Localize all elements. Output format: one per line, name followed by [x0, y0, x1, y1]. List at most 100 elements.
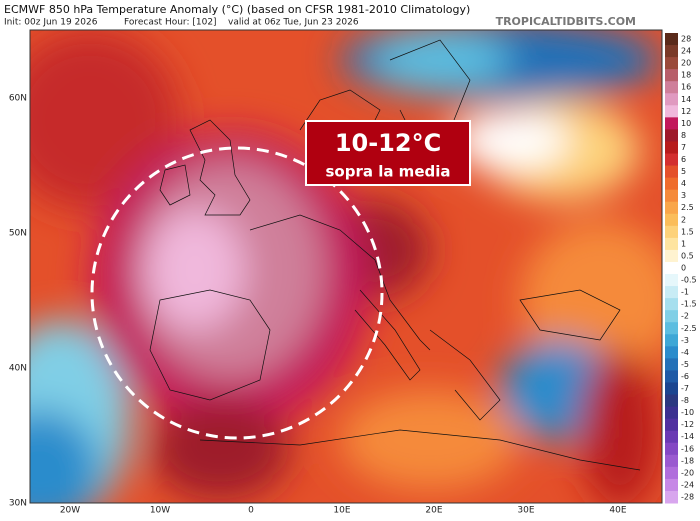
colorbar-label: 6: [681, 155, 686, 164]
annotation-headline: 10-12°C: [335, 129, 441, 157]
colorbar-label: -1.5: [681, 300, 697, 309]
colorbar-swatch: [665, 237, 678, 251]
colorbar-swatch: [665, 249, 678, 263]
longitude-label: 20E: [425, 506, 442, 516]
colorbar-swatch: [665, 57, 678, 70]
colorbar-swatch: [665, 189, 678, 203]
longitude-label: 10W: [150, 506, 170, 516]
anomaly-field: [30, 30, 662, 503]
colorbar-label: -10: [681, 408, 694, 417]
axis-labels: 60N 50N 40N 30N 20W 10W 0 10E 20E 30E 40E: [9, 94, 627, 516]
watermark: TROPICALTIDBITS.COM: [496, 15, 636, 28]
colorbar-label: 2.5: [681, 203, 694, 212]
colorbar-label: 0: [681, 264, 686, 273]
colorbar-label: -12: [681, 420, 694, 429]
colorbar-swatch: [665, 165, 678, 179]
colorbar-swatch: [665, 81, 678, 94]
latitude-label: 30N: [9, 499, 27, 509]
colorbar-swatch: [665, 454, 678, 468]
colorbar-swatch: [665, 213, 678, 227]
colorbar-label: -2.5: [681, 324, 697, 333]
longitude-label: 0: [248, 506, 254, 516]
colorbar-swatch: [665, 117, 678, 130]
init-time: Init: 00z Jun 19 2026: [4, 18, 98, 28]
colorbar-swatch: [665, 105, 678, 118]
colorbar-label: 28: [681, 35, 691, 44]
colorbar-label: -8: [681, 396, 689, 405]
colorbar-label: -28: [681, 492, 694, 501]
longitude-label: 30E: [517, 506, 534, 516]
longitude-label: 40E: [609, 506, 626, 516]
map: 10-12°C sopra la media: [30, 30, 662, 503]
colorbar-label: -14: [681, 432, 694, 441]
annotation-subtitle: sopra la media: [325, 163, 450, 181]
colorbar-swatch: [665, 177, 678, 191]
colorbar-label: 5: [681, 167, 686, 176]
colorbar-label: -5: [681, 360, 689, 369]
colorbar-label: 1.5: [681, 227, 694, 236]
colorbar-swatch: [665, 370, 678, 383]
colorbar-label: 24: [681, 47, 691, 56]
colorbar: 28 24 20 18 16 14 12 10 8 7 6 5 4 3 2.5 2 1.5 1 0.5 0 -0.5 -1…: [665, 33, 697, 504]
colorbar-label: 2: [681, 215, 686, 224]
colorbar-swatch: [665, 442, 678, 456]
colorbar-label: 0.5: [681, 251, 694, 260]
colorbar-swatch: [665, 298, 678, 311]
latitude-label: 40N: [9, 364, 27, 374]
colorbar-label: -4: [681, 348, 689, 357]
colorbar-label: -3: [681, 336, 689, 345]
longitude-label: 20W: [60, 506, 80, 516]
colorbar-label: 10: [681, 119, 691, 128]
colorbar-swatch: [665, 153, 678, 167]
colorbar-swatch: [665, 322, 678, 335]
forecast-hour: Forecast Hour: [102]: [124, 18, 217, 28]
colorbar-label: 12: [681, 107, 691, 116]
highlight-circle: [90, 146, 384, 440]
colorbar-swatch: [665, 310, 678, 323]
colorbar-label: -7: [681, 384, 689, 393]
colorbar-label: -20: [681, 468, 694, 477]
latitude-label: 60N: [9, 94, 27, 104]
colorbar-label: -6: [681, 372, 689, 381]
colorbar-swatch: [665, 93, 678, 106]
valid-time: valid at 06z Tue, Jun 23 2026: [228, 18, 359, 28]
colorbar-label: 8: [681, 131, 686, 140]
colorbar-swatch: [665, 334, 678, 347]
colorbar-swatch: [665, 33, 678, 46]
colorbar-label: 16: [681, 83, 691, 92]
colorbar-label: -16: [681, 444, 694, 453]
colorbar-swatch: [665, 141, 678, 155]
colorbar-label: -1: [681, 288, 689, 297]
colorbar-label: 3: [681, 191, 686, 200]
annotation-box: 10-12°C sopra la media: [305, 120, 471, 186]
colorbar-label: -18: [681, 456, 694, 465]
colorbar-label: 20: [681, 59, 691, 68]
longitude-label: 10E: [333, 506, 350, 516]
map-frame: [29, 29, 663, 504]
colorbar-swatch: [665, 382, 678, 396]
colorbar-swatch: [665, 406, 678, 420]
colorbar-swatch: [665, 286, 678, 299]
colorbar-swatch: [665, 274, 678, 287]
colorbar-swatch: [665, 129, 678, 142]
colorbar-swatch: [665, 201, 678, 215]
colorbar-swatch: [665, 394, 678, 408]
colorbar-swatch: [665, 490, 678, 504]
colorbar-swatch: [665, 225, 678, 239]
colorbar-swatch: [665, 45, 678, 58]
colorbar-swatch: [665, 418, 678, 432]
colorbar-label: 14: [681, 95, 691, 104]
colorbar-swatch: [665, 478, 678, 492]
colorbar-swatch: [665, 261, 678, 275]
colorbar-label: 18: [681, 71, 691, 80]
colorbar-swatch: [665, 358, 678, 371]
colorbar-swatch: [665, 466, 678, 480]
annotation-background: [305, 120, 471, 186]
colorbar-label: -0.5: [681, 276, 697, 285]
colorbar-swatch: [665, 346, 678, 359]
colorbar-label: -2: [681, 312, 689, 321]
title: ECMWF 850 hPa Temperature Anomaly (°C) (…: [4, 3, 470, 16]
colorbar-label: 7: [681, 143, 686, 152]
colorbar-label: 1: [681, 239, 686, 248]
